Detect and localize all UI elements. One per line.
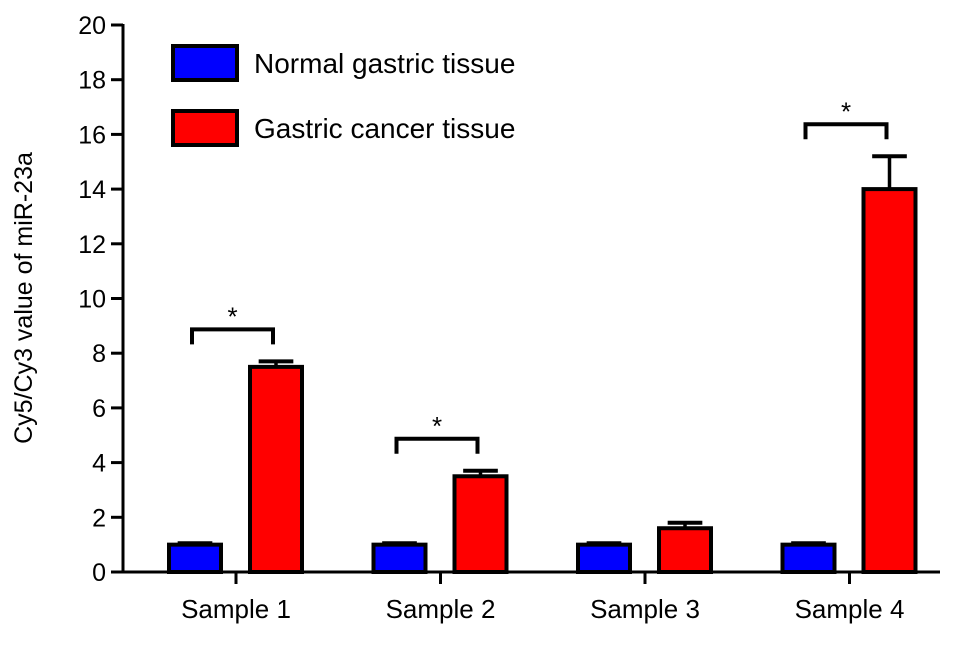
bar-cancer-tissue: [861, 187, 918, 574]
significance-bracket: [190, 327, 275, 345]
bar-cancer-tissue: [452, 474, 509, 574]
legend-label-normal: Normal gastric tissue: [254, 48, 515, 79]
bar-normal-tissue: [576, 542, 632, 575]
bar-normal-tissue: [167, 542, 223, 575]
legend-swatch-normal: [171, 44, 239, 82]
y-tick-label: 16: [78, 121, 106, 149]
bar-cancer-tissue: [248, 364, 304, 574]
y-tick-label: 2: [92, 504, 106, 532]
y-tick-label: 12: [78, 231, 106, 259]
x-tick-label: Sample 4: [795, 594, 905, 624]
legend-swatch-cancer: [171, 109, 239, 147]
y-tick-label: 4: [92, 450, 106, 478]
x-tick-label: Sample 2: [386, 594, 496, 624]
y-tick-label: 6: [92, 395, 106, 423]
x-tick-label: Sample 3: [590, 594, 700, 624]
legend-label-cancer: Gastric cancer tissue: [254, 113, 515, 144]
y-tick-label: 0: [92, 559, 106, 587]
axes: 0 2 4 6 8 10 12 14 16 18 20 Sample 1 Sample 2 Sample …: [78, 12, 940, 624]
significance-asterisk: *: [841, 96, 851, 126]
y-tick-label: 18: [78, 67, 106, 95]
significance-bracket: [803, 122, 889, 140]
bars: [167, 154, 918, 575]
y-axis-title: Cy5/Cy3 value of miR-23a: [10, 152, 38, 444]
bar-normal-tissue: [371, 542, 428, 575]
significance-brackets: * * *: [190, 96, 889, 454]
significance-bracket: [394, 436, 480, 454]
y-tick-label: 14: [78, 176, 106, 204]
y-tick-label: 20: [78, 12, 106, 40]
y-tick-label: 10: [78, 286, 106, 314]
y-tick-label: 8: [92, 340, 106, 368]
bar-cancer-tissue: [657, 526, 713, 574]
x-tick-label: Sample 1: [181, 594, 291, 624]
legend: Normal gastric tissue Gastric cancer tiss…: [171, 44, 515, 147]
bar-normal-tissue: [780, 542, 837, 575]
significance-asterisk: *: [432, 411, 442, 441]
significance-asterisk: *: [227, 301, 237, 331]
